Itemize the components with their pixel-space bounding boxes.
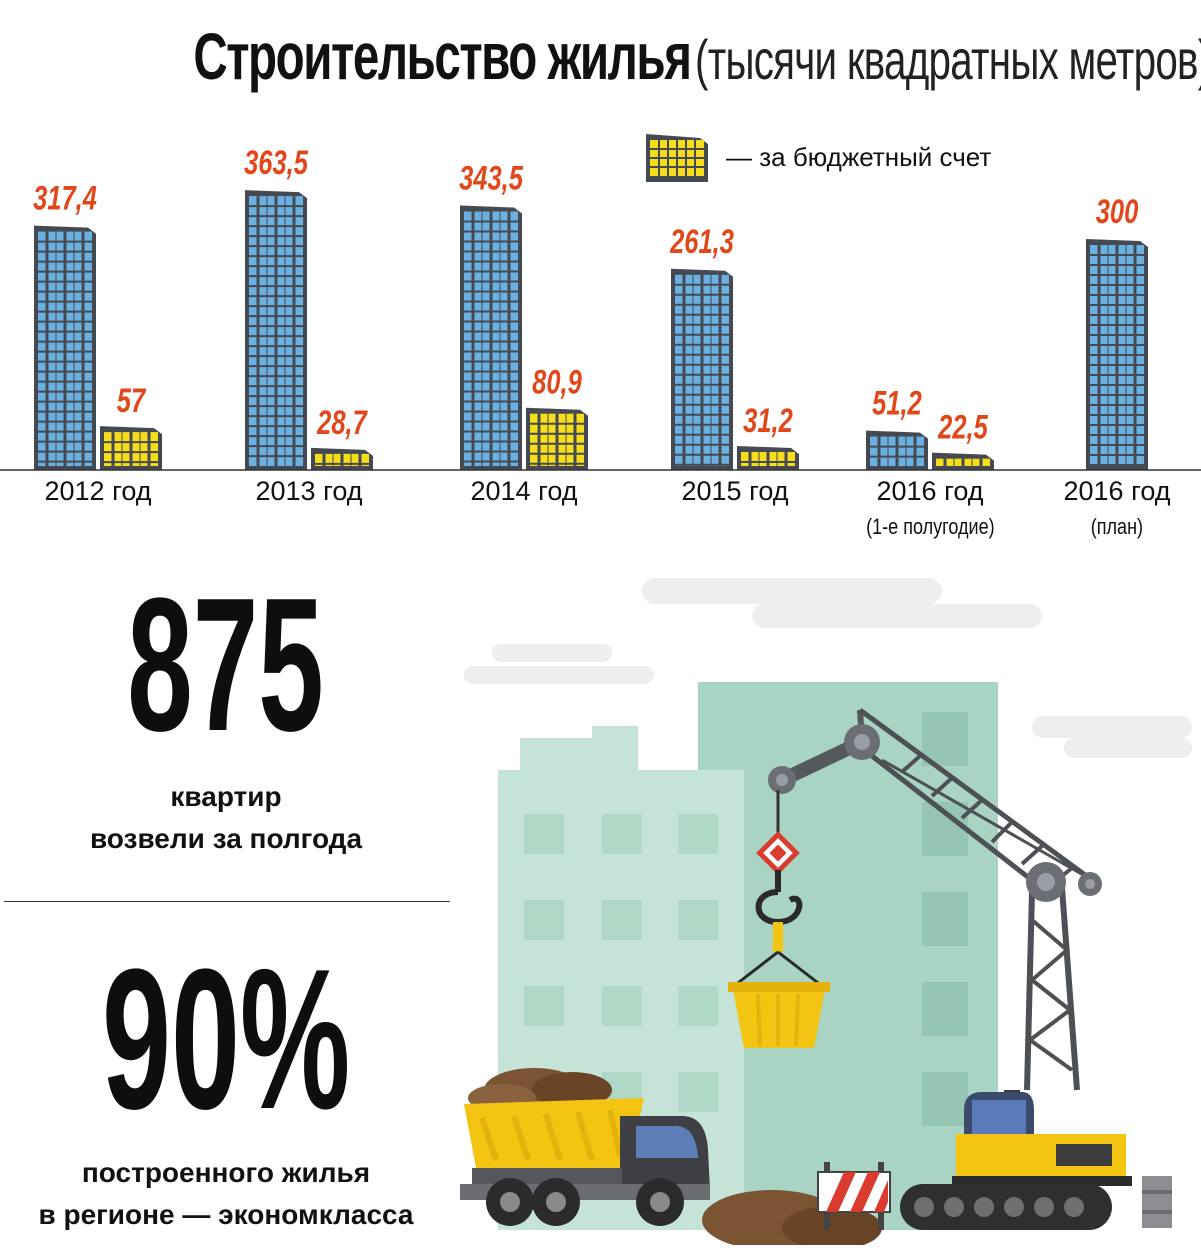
apartments-caption-line-2: возвели за полгода [89, 823, 363, 854]
total-value-label: 343,5 [459, 160, 524, 197]
budget-value-label: 80,9 [532, 364, 582, 401]
x-tick-label: 2016 год [1063, 476, 1171, 506]
budget-value-label: 31,2 [743, 403, 793, 440]
budget-bar [100, 426, 162, 470]
title-subtitle: (тысячи квадратных метров) [694, 28, 1201, 91]
x-tick-label: 2014 год [470, 476, 578, 506]
budget-value-label: 57 [117, 383, 146, 420]
economy-percent: 90% [101, 928, 351, 1151]
crane [728, 707, 1102, 1091]
economy-caption: построенного жилья в регионе — экономкла… [0, 1152, 452, 1236]
dump-truck [460, 1098, 710, 1226]
total-value-label: 363,5 [244, 145, 309, 182]
budget-bar [737, 445, 799, 470]
total-bar [1086, 239, 1148, 470]
road-barrier [817, 1162, 891, 1230]
apartments-caption-line-1: квартир [170, 781, 282, 812]
yellow-building-icon [646, 134, 708, 182]
total-value-label: 261,3 [669, 223, 734, 260]
total-bar [460, 205, 522, 470]
bar-chart: 317,4 57 363,5 28,7 343,5 80,9 261,3 31,2 51,2 22… [0, 145, 1201, 471]
total-bar [245, 190, 307, 470]
clouds [464, 578, 1192, 758]
legend: — за бюджетный счет [644, 132, 991, 182]
total-bar [671, 268, 733, 470]
title-main: Строительство жилья [193, 19, 692, 93]
x-tick-label: 2012 год [44, 476, 152, 506]
x-tick-note: (план) [1090, 514, 1144, 539]
divider [4, 901, 450, 902]
total-value-label: 300 [1096, 194, 1139, 231]
apartments-number: 875 [127, 559, 325, 771]
economy-caption-line-2: в регионе — экономкласса [38, 1199, 414, 1230]
construction-illustration [460, 578, 1192, 1245]
budget-bar [311, 447, 373, 470]
dirt-piles [468, 1068, 882, 1245]
budget-bar [526, 407, 588, 470]
total-bar [866, 430, 928, 470]
total-value-label: 317,4 [33, 180, 97, 217]
apartments-caption: квартир возвели за полгода [0, 776, 452, 860]
economy-caption-line-1: построенного жилья [81, 1157, 371, 1188]
budget-bar [932, 452, 994, 470]
chart-title: Строительство жилья (тысячи квадратных м… [0, 18, 1201, 94]
x-tick-label: 2015 год [681, 476, 789, 506]
x-tick-label: 2016 год [876, 476, 984, 506]
x-tick-label: 2013 год [255, 476, 363, 506]
budget-value-label: 22,5 [937, 409, 989, 446]
x-tick-note: (1-е полугодие) [865, 514, 995, 539]
crawler [900, 1090, 1172, 1230]
total-value-label: 51,2 [872, 385, 922, 422]
legend-label: — за бюджетный счет [726, 141, 992, 172]
budget-value-label: 28,7 [316, 404, 368, 441]
total-bar [34, 225, 96, 470]
